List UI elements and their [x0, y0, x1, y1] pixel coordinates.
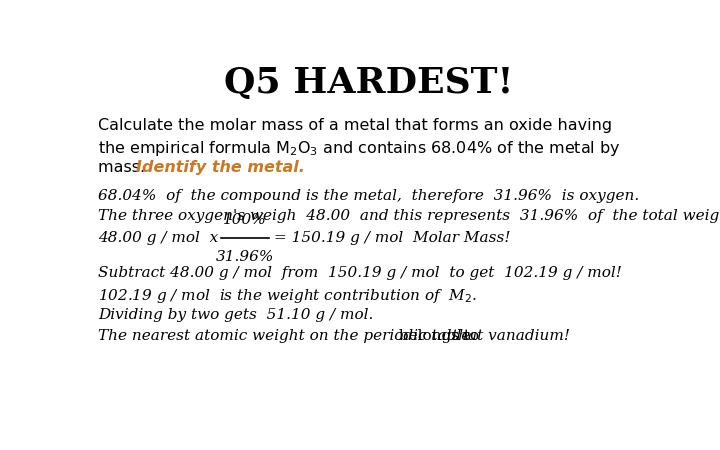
Text: Identify the metal.: Identify the metal.: [136, 160, 305, 175]
Text: Subtract 48.00 g / mol  from  150.19 g / mol  to get  102.19 g / mol!: Subtract 48.00 g / mol from 150.19 g / m…: [99, 266, 622, 280]
Text: that vanadium!: that vanadium!: [452, 329, 570, 343]
Text: Q5 HARDEST!: Q5 HARDEST!: [225, 66, 513, 100]
Text: Calculate the molar mass of a metal that forms an oxide having: Calculate the molar mass of a metal that…: [99, 118, 613, 133]
Text: The three oxygen's weigh  48.00  and this represents  31.96%  of  the total weig: The three oxygen's weigh 48.00 and this …: [99, 209, 720, 223]
Text: Dividing by two gets  51.10 g / mol.: Dividing by two gets 51.10 g / mol.: [99, 308, 374, 322]
Text: 31.96%: 31.96%: [216, 250, 274, 264]
Text: = 150.19 g / mol  Molar Mass!: = 150.19 g / mol Molar Mass!: [274, 231, 510, 245]
Text: the empirical formula M$_2$O$_3$ and contains 68.04% of the metal by: the empirical formula M$_2$O$_3$ and con…: [99, 139, 621, 158]
Text: 48.00 g / mol  x: 48.00 g / mol x: [99, 231, 219, 245]
Text: mass.: mass.: [99, 160, 150, 175]
Text: 68.04%  of  the compound is the metal,  therefore  31.96%  is oxygen.: 68.04% of the compound is the metal, the…: [99, 189, 639, 203]
Text: The nearest atomic weight on the periodic table: The nearest atomic weight on the periodi…: [99, 329, 471, 343]
Text: 102.19 g / mol  is the weight contribution of  M$_2$.: 102.19 g / mol is the weight contributio…: [99, 287, 477, 305]
Text: belongs to: belongs to: [394, 329, 484, 343]
Text: 100%: 100%: [223, 213, 266, 227]
